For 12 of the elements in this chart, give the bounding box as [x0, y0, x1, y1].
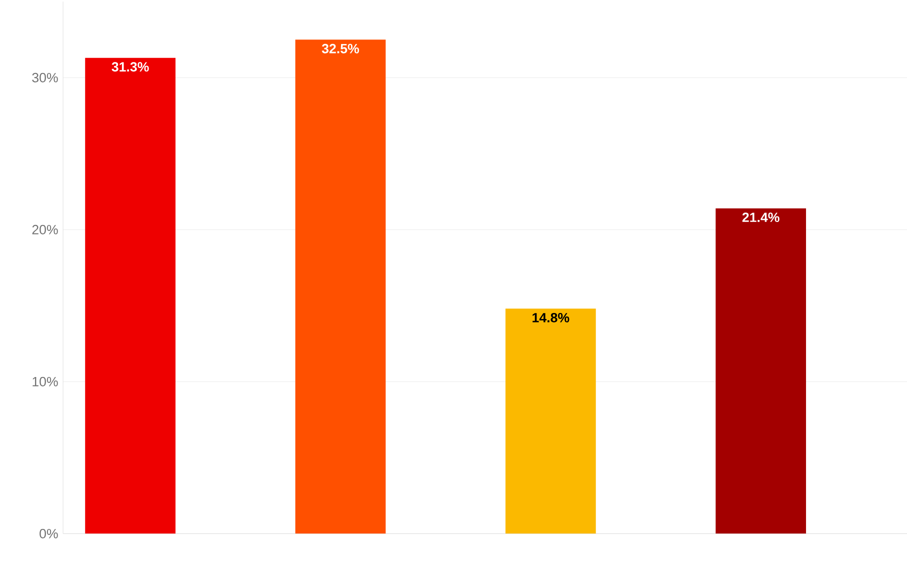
data-label: 31.3% [112, 62, 149, 72]
data-label: 21.4% [742, 212, 780, 222]
bar [505, 308, 596, 534]
bar [295, 40, 386, 534]
bar [85, 58, 176, 534]
y-tick-label: 30% [32, 72, 58, 82]
y-tick-label: 10% [32, 376, 58, 386]
y-tick-label: 20% [32, 224, 58, 234]
data-label: 32.5% [322, 44, 360, 54]
bar [716, 208, 806, 534]
data-label: 14.8% [532, 312, 570, 322]
y-tick-label: 0% [40, 528, 58, 538]
